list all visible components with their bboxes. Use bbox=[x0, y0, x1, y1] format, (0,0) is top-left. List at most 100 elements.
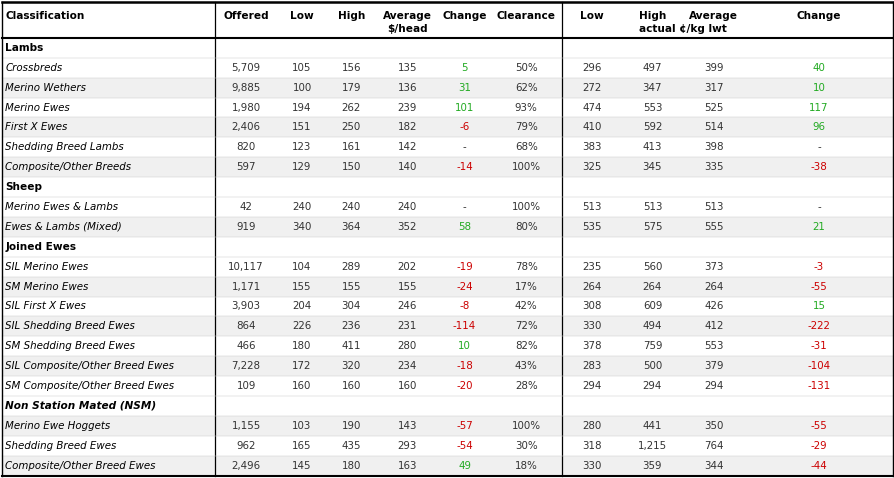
Text: 155: 155 bbox=[292, 282, 311, 292]
Text: 555: 555 bbox=[704, 222, 722, 232]
Text: 240: 240 bbox=[342, 202, 360, 212]
Text: 280: 280 bbox=[397, 341, 417, 351]
Bar bbox=[2, 237, 892, 257]
Text: 42: 42 bbox=[240, 202, 252, 212]
Text: 294: 294 bbox=[582, 381, 601, 391]
Text: 40: 40 bbox=[812, 63, 824, 73]
Text: 10: 10 bbox=[458, 341, 470, 351]
Bar bbox=[2, 118, 892, 137]
Text: 104: 104 bbox=[292, 261, 311, 272]
Text: Classification: Classification bbox=[5, 11, 85, 21]
Text: -38: -38 bbox=[810, 162, 826, 172]
Text: 344: 344 bbox=[704, 461, 722, 471]
Text: 5,709: 5,709 bbox=[232, 63, 260, 73]
Text: 96: 96 bbox=[812, 122, 824, 132]
Text: Non Station Mated (NSM): Non Station Mated (NSM) bbox=[5, 401, 156, 411]
Text: 317: 317 bbox=[704, 83, 722, 93]
Text: 435: 435 bbox=[342, 441, 360, 451]
Text: 72%: 72% bbox=[514, 321, 537, 331]
Text: -222: -222 bbox=[806, 321, 830, 331]
Text: 156: 156 bbox=[342, 63, 360, 73]
Text: ⭐: ⭐ bbox=[393, 186, 411, 215]
Text: 10: 10 bbox=[812, 83, 824, 93]
Text: ⭐: ⭐ bbox=[304, 91, 322, 120]
Text: 62%: 62% bbox=[514, 83, 537, 93]
Text: -31: -31 bbox=[810, 341, 826, 351]
Text: 378: 378 bbox=[582, 341, 601, 351]
Text: 100: 100 bbox=[292, 83, 311, 93]
Text: ⭐: ⭐ bbox=[438, 296, 456, 325]
Text: 340: 340 bbox=[292, 222, 311, 232]
Text: High: High bbox=[638, 11, 665, 21]
Text: 575: 575 bbox=[642, 222, 662, 232]
Text: 398: 398 bbox=[704, 142, 722, 152]
Bar bbox=[2, 436, 892, 456]
Text: 399: 399 bbox=[704, 63, 722, 73]
Text: 335: 335 bbox=[704, 162, 722, 172]
Text: Composite/Other Breed Ewes: Composite/Other Breed Ewes bbox=[5, 461, 156, 471]
Bar bbox=[2, 316, 892, 337]
Text: 597: 597 bbox=[236, 162, 256, 172]
Text: Change: Change bbox=[442, 11, 486, 21]
Text: 101: 101 bbox=[454, 102, 474, 112]
Text: ⭐: ⭐ bbox=[545, 139, 563, 167]
Text: 264: 264 bbox=[704, 282, 722, 292]
Text: ⭐: ⭐ bbox=[188, 249, 206, 277]
Text: 525: 525 bbox=[704, 102, 722, 112]
Text: 379: 379 bbox=[704, 361, 722, 371]
Bar bbox=[2, 257, 892, 277]
Text: 202: 202 bbox=[397, 261, 417, 272]
Text: Offered: Offered bbox=[224, 11, 268, 21]
Text: Low: Low bbox=[579, 11, 603, 21]
Text: 383: 383 bbox=[582, 142, 601, 152]
Text: 234: 234 bbox=[397, 361, 417, 371]
Text: 239: 239 bbox=[397, 102, 417, 112]
Text: 151: 151 bbox=[292, 122, 311, 132]
Text: 2,406: 2,406 bbox=[232, 122, 260, 132]
Text: 3,903: 3,903 bbox=[232, 302, 260, 312]
Text: 78%: 78% bbox=[514, 261, 537, 272]
Text: 143: 143 bbox=[397, 421, 417, 431]
Text: 347: 347 bbox=[642, 83, 662, 93]
Text: 345: 345 bbox=[642, 162, 662, 172]
Text: 513: 513 bbox=[704, 202, 722, 212]
Text: 190: 190 bbox=[342, 421, 360, 431]
Text: 441: 441 bbox=[642, 421, 662, 431]
Text: 412: 412 bbox=[704, 321, 722, 331]
Text: -: - bbox=[816, 202, 820, 212]
Text: ⭐: ⭐ bbox=[724, 416, 742, 445]
Text: 466: 466 bbox=[236, 341, 256, 351]
Text: 296: 296 bbox=[582, 63, 601, 73]
Text: -: - bbox=[462, 202, 466, 212]
Bar bbox=[2, 197, 892, 217]
Text: ⭐: ⭐ bbox=[63, 120, 80, 148]
Bar bbox=[2, 98, 892, 118]
Text: 163: 163 bbox=[397, 461, 417, 471]
Bar bbox=[2, 38, 892, 58]
Text: 160: 160 bbox=[397, 381, 417, 391]
Text: Average: Average bbox=[383, 11, 431, 21]
Text: 359: 359 bbox=[642, 461, 662, 471]
Text: SM Merino Ewes: SM Merino Ewes bbox=[5, 282, 89, 292]
Text: 21: 21 bbox=[812, 222, 824, 232]
Text: -: - bbox=[816, 142, 820, 152]
Text: 129: 129 bbox=[292, 162, 311, 172]
Text: -20: -20 bbox=[456, 381, 472, 391]
Text: 264: 264 bbox=[642, 282, 662, 292]
Text: SIL First X Ewes: SIL First X Ewes bbox=[5, 302, 86, 312]
Text: Merino Ewes & Lambs: Merino Ewes & Lambs bbox=[5, 202, 118, 212]
Text: ⭐: ⭐ bbox=[778, 201, 796, 229]
Text: -104: -104 bbox=[806, 361, 830, 371]
Text: 272: 272 bbox=[582, 83, 601, 93]
Text: 50%: 50% bbox=[514, 63, 537, 73]
Text: 330: 330 bbox=[582, 321, 601, 331]
Text: 80%: 80% bbox=[514, 222, 537, 232]
Text: 30%: 30% bbox=[514, 441, 537, 451]
Text: High: High bbox=[337, 11, 365, 21]
Text: ⭐: ⭐ bbox=[125, 368, 143, 397]
Text: -29: -29 bbox=[810, 441, 826, 451]
Text: 759: 759 bbox=[642, 341, 662, 351]
Text: 136: 136 bbox=[397, 83, 417, 93]
Text: 150: 150 bbox=[342, 162, 360, 172]
Text: Sheep: Sheep bbox=[5, 182, 42, 192]
